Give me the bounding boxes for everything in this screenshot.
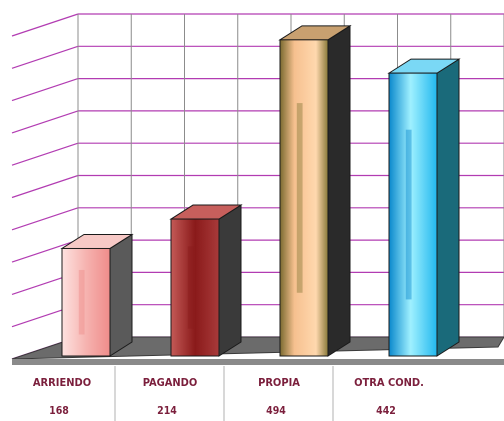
chart-bars	[60, 24, 461, 357]
value-label: 168	[49, 405, 69, 417]
side-gridline	[11, 45, 79, 69]
bar-arriendo	[61, 247, 111, 357]
bar-accent	[78, 269, 85, 335]
side-gridline	[11, 78, 79, 102]
bar-side-pagando	[218, 204, 242, 357]
chart-floor	[11, 336, 504, 365]
bar-accent	[187, 246, 194, 329]
side-gridline	[11, 13, 79, 37]
bar-accent	[296, 103, 303, 293]
floor-slab	[11, 336, 504, 360]
floor-edge	[12, 359, 504, 365]
chart-labels: ARRIENDO 168 PAGANDO 214 PROPIA 494 OTRA COND.…	[33, 366, 424, 421]
bar-otra-cond-	[388, 72, 438, 357]
category-label: PAGANDO	[143, 376, 198, 389]
side-gridline	[11, 207, 79, 231]
bar-side-propia	[327, 24, 351, 357]
category-label: PROPIA	[258, 376, 300, 389]
side-gridline	[11, 142, 79, 166]
bar-side-arriendo	[109, 233, 133, 357]
bar-pagando	[170, 218, 220, 357]
category-label: ARRIENDO	[33, 376, 91, 389]
bar-propia	[279, 39, 329, 357]
value-label: 494	[266, 405, 286, 417]
value-label: 442	[376, 405, 396, 417]
side-gridline	[11, 174, 79, 199]
side-gridline	[11, 239, 79, 263]
value-label: 214	[157, 405, 177, 417]
side-gridline	[11, 110, 79, 134]
category-label: OTRA COND.	[354, 376, 424, 389]
bar-accent	[405, 129, 412, 300]
bar-side-otra-cond-	[436, 58, 460, 357]
